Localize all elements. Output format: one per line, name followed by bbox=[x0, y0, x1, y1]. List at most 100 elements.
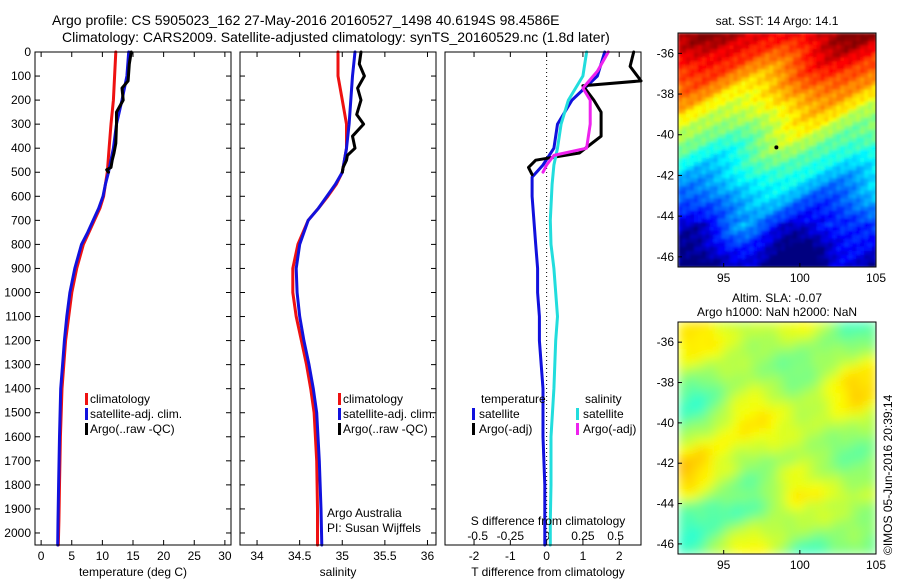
sst-cell bbox=[800, 37, 806, 42]
sla-cell bbox=[723, 473, 733, 484]
sst-cell bbox=[844, 129, 849, 135]
sst-cell bbox=[792, 41, 798, 46]
sst-cell bbox=[773, 133, 778, 139]
sst-cell bbox=[780, 61, 786, 66]
sst-cell bbox=[765, 37, 770, 42]
diff-legend-swatch-temp-satellite bbox=[472, 408, 475, 420]
sst-cell bbox=[804, 182, 810, 187]
sst-cell bbox=[860, 89, 865, 95]
sst-cell bbox=[848, 222, 853, 228]
sst-cell bbox=[848, 202, 853, 208]
sst-cell bbox=[868, 73, 873, 78]
sst-cell bbox=[705, 69, 711, 74]
sst-cell bbox=[761, 222, 766, 228]
sst-cell bbox=[832, 133, 837, 139]
sst-cell bbox=[749, 57, 754, 62]
sst-cell bbox=[816, 250, 822, 256]
sst-cell bbox=[678, 125, 683, 131]
sst-cell bbox=[773, 166, 778, 171]
sla-cell bbox=[705, 464, 715, 475]
sst-cell bbox=[745, 202, 750, 208]
sst-cell bbox=[769, 37, 774, 42]
sla-cell bbox=[858, 348, 868, 359]
sst-cell bbox=[729, 53, 735, 58]
sst-cell bbox=[828, 125, 834, 131]
sla-cell bbox=[867, 545, 876, 554]
sla-cell bbox=[804, 357, 814, 368]
sla-cell bbox=[840, 411, 850, 421]
sst-cell bbox=[713, 77, 719, 83]
sst-cell bbox=[832, 65, 837, 70]
sst-cell bbox=[868, 258, 873, 264]
sst-cell bbox=[757, 238, 762, 244]
sst-cell bbox=[796, 53, 802, 58]
sst-cell bbox=[824, 162, 830, 167]
sla-cell bbox=[759, 527, 769, 537]
sst-cell bbox=[844, 178, 849, 183]
sst-cell bbox=[713, 226, 719, 232]
sst-cell bbox=[741, 45, 746, 50]
sst-cell bbox=[757, 166, 762, 171]
sst-cell bbox=[749, 230, 754, 236]
sst-cell bbox=[800, 182, 806, 187]
sla-cell bbox=[687, 500, 697, 510]
sst-cell bbox=[681, 198, 687, 204]
sst-cell bbox=[769, 262, 774, 267]
diff-x-tick-label: 2 bbox=[616, 549, 623, 563]
sst-cell bbox=[693, 145, 699, 151]
sst-cell bbox=[777, 258, 782, 264]
sst-cell bbox=[693, 150, 699, 155]
sal-legend-swatch-climatology bbox=[338, 393, 341, 405]
sst-cell bbox=[816, 85, 822, 91]
sst-cell bbox=[685, 41, 691, 46]
sst-cell bbox=[808, 234, 814, 240]
sst-cell bbox=[796, 186, 802, 191]
sst-cell bbox=[753, 117, 758, 123]
sla-cell bbox=[858, 393, 868, 403]
sla-cell bbox=[804, 393, 814, 403]
sla-cell bbox=[849, 402, 859, 412]
sst-cell bbox=[725, 125, 731, 131]
sst-cell bbox=[678, 73, 683, 78]
sst-cell bbox=[792, 145, 798, 151]
sst-cell bbox=[832, 101, 837, 107]
sla-cell bbox=[723, 509, 733, 519]
sst-cell bbox=[780, 65, 786, 70]
sst-cell bbox=[828, 65, 834, 70]
sst-cell bbox=[808, 154, 814, 159]
sst-cell bbox=[824, 158, 830, 163]
sla-cell bbox=[813, 393, 823, 403]
sst-cell bbox=[796, 117, 802, 123]
sla-cell bbox=[840, 322, 850, 332]
sla-cell bbox=[714, 429, 724, 439]
sst-cell bbox=[800, 162, 806, 167]
diff-legend-temp-satellite: satellite bbox=[479, 407, 520, 421]
sst-cell bbox=[685, 81, 691, 87]
sla-cell bbox=[822, 545, 832, 554]
diff-legend-swatch-sal-argo bbox=[576, 423, 579, 435]
sst-cell bbox=[848, 137, 853, 143]
sst-cell bbox=[773, 250, 778, 256]
sst-cell bbox=[689, 109, 695, 115]
sst-cell bbox=[864, 121, 869, 127]
sst-cell bbox=[860, 170, 865, 175]
sst-cell bbox=[757, 170, 762, 175]
sst-cell bbox=[678, 222, 683, 228]
sst-cell bbox=[852, 226, 857, 232]
sst-cell bbox=[681, 218, 687, 224]
sla-cell bbox=[831, 339, 841, 350]
sst-cell bbox=[784, 145, 790, 151]
sst-cell bbox=[757, 162, 762, 167]
sst-cell bbox=[709, 101, 715, 107]
sst-cell bbox=[741, 202, 746, 208]
sst-cell bbox=[824, 89, 830, 95]
sla-cell bbox=[849, 464, 859, 475]
sla-cell bbox=[867, 411, 876, 421]
sst-cell bbox=[765, 230, 770, 236]
sst-cell bbox=[769, 137, 774, 143]
sst-cell bbox=[856, 218, 861, 224]
sst-cell bbox=[868, 101, 873, 107]
sst-cell bbox=[705, 226, 711, 232]
sst-cell bbox=[860, 210, 865, 216]
sst-cell bbox=[804, 162, 810, 167]
